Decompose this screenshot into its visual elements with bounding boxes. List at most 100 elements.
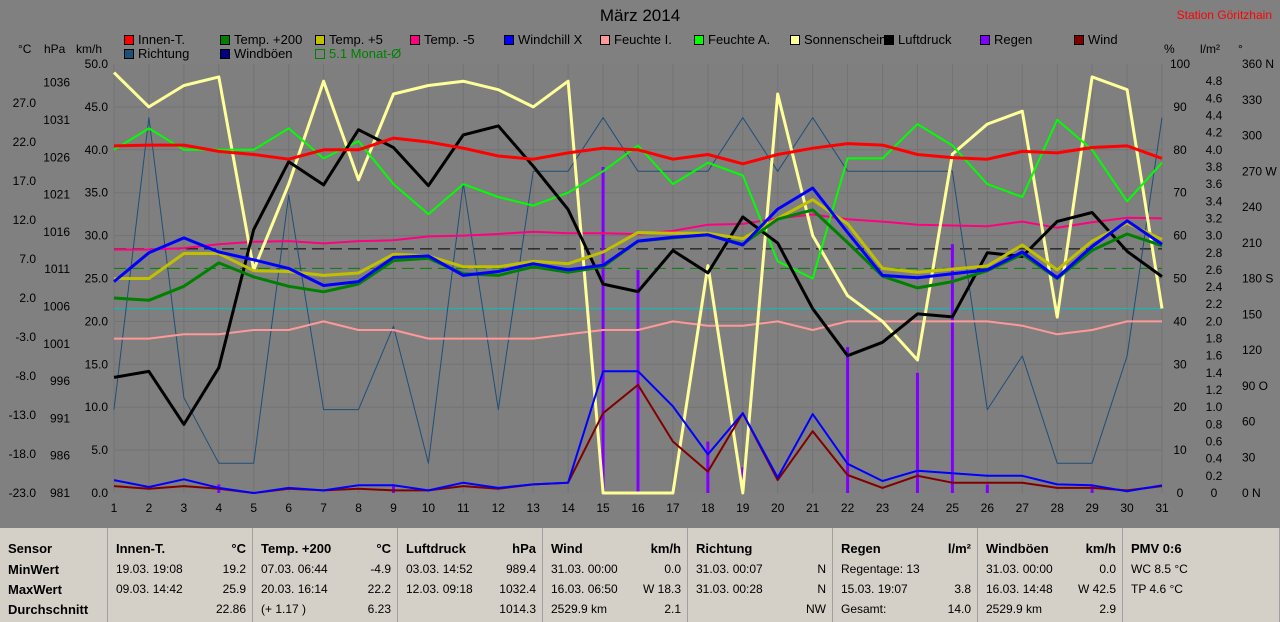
rain-tick-label: 4.6 [1206, 91, 1223, 105]
pressure-tick-label: 1021 [43, 188, 70, 202]
x-tick-label: 20 [771, 501, 785, 515]
stats-cell: 6.23 [367, 602, 391, 616]
legend-label: Regen [994, 32, 1033, 47]
legend-item: Innen-T. [124, 32, 185, 47]
legend-label: Feuchte A. [708, 32, 771, 47]
stats-column-header: Regen l/m² [841, 532, 971, 559]
legend-label: Temp. +5 [329, 32, 383, 47]
stats-cell: 22.2 [367, 582, 391, 596]
legend-item: Richtung [124, 46, 189, 61]
legend-item: Windchill X [504, 32, 582, 47]
stats-cell: 20.03. 16:14 [261, 582, 328, 596]
temp-tick-label: 17.0 [13, 174, 37, 188]
stats-cell: 14.0 [947, 602, 971, 616]
header-cell: Temp. +200 [261, 541, 332, 556]
stats-cell: 2529.9 km [551, 602, 608, 616]
stats-cell: W 42.5 [1077, 582, 1116, 596]
x-tick-label: 17 [666, 501, 680, 515]
series-line-richtung [113, 117, 1163, 464]
stats-row [1131, 599, 1273, 619]
wind-tick-label: 45.0 [85, 100, 109, 114]
x-tick-label: 2 [146, 501, 153, 515]
header-cell: km/h [1085, 541, 1116, 556]
stats-column: SensorMinWertMaxWertDurchschnitt31.03. [0, 528, 108, 622]
pct-tick-label: 90 [1173, 100, 1187, 114]
stats-cell: 22.86 [215, 602, 246, 616]
rain-tick-label: 3.6 [1206, 177, 1223, 191]
x-tick-label: 21 [806, 501, 820, 515]
stats-cell: 09.03. 14:42 [116, 582, 183, 596]
temp-tick-label: -13.0 [9, 408, 37, 422]
stats-row: 19.03. 19:08 19.2 [116, 559, 246, 579]
stats-row: 31.03. 00:00 0.0 [551, 559, 681, 579]
x-tick-label: 7 [320, 501, 327, 515]
wind-tick-label: 50.0 [85, 57, 109, 71]
stats-row: 03.03. 14:52 989.4 [406, 559, 536, 579]
stats-column: Windböen km/h 31.03. 00:00 0.0 16.03. 14:48 W… [978, 528, 1123, 622]
stats-column-header: Sensor [8, 532, 101, 559]
legend-item: Temp. -5 [410, 32, 475, 47]
wind-tick-label: 10.0 [85, 400, 109, 414]
pct-tick-label: 60 [1173, 229, 1187, 243]
legend-label: Innen-T. [138, 32, 185, 47]
legend-swatch [220, 48, 230, 59]
dir-tick-label: 210 [1242, 236, 1262, 250]
rain-tick-label: 0.8 [1206, 417, 1223, 431]
legend-label: Wind [1088, 32, 1118, 47]
stats-cell: Durchschnitt [8, 601, 89, 617]
stats-row: Durchschnitt [8, 599, 101, 619]
legend-label: Feuchte I. [614, 32, 672, 47]
header-cell: l/m² [947, 541, 971, 556]
stats-row: 20.03. 16:14 22.2 [261, 579, 391, 599]
legend: Innen-T. Temp. +200 Temp. +5 Temp. -5 Windch… [0, 0, 1280, 62]
series-line-windb-en [113, 370, 1163, 494]
unit-pct: % [1164, 42, 1175, 56]
rain-bar [985, 484, 989, 493]
legend-swatch [790, 34, 800, 45]
x-tick-label: 18 [701, 501, 715, 515]
x-tick-label: 4 [215, 501, 222, 515]
chart-svg: 1 2 3 4 5 6 7 8 9 10 11 12 13 14 15 16 17 18 19 20 21 22 23 24 2… [9, 57, 1278, 515]
legend-item: 5.1 Monat-Ø [315, 46, 401, 61]
stats-column-header: PMV 0:6 [1131, 532, 1273, 559]
legend-swatch [694, 34, 704, 45]
rain-tick-label: 4.4 [1206, 108, 1223, 122]
rain-tick-label: 0.2 [1206, 469, 1223, 483]
stats-cell: 19.2 [222, 562, 246, 576]
unit-pressure: hPa [44, 42, 66, 56]
legend-item: Regen [980, 32, 1032, 47]
rain-bar [950, 244, 954, 493]
stats-cell: 1014.3 [499, 602, 536, 616]
x-tick-label: 30 [1120, 501, 1134, 515]
x-tick-label: 16 [631, 501, 645, 515]
rain-tick-label: 4.2 [1206, 126, 1223, 140]
legend-label: Windböen [234, 46, 293, 61]
stats-column-header: Richtung [696, 532, 826, 559]
header-cell: PMV 0:6 [1131, 541, 1182, 556]
x-tick-label: 29 [1085, 501, 1099, 515]
x-tick-label: 31 [1155, 501, 1169, 515]
series-line-feuchte-i [114, 320, 1162, 340]
stats-cell: 12.03. 09:18 [406, 582, 473, 596]
x-tick-label: 9 [390, 501, 397, 515]
wind-tick-label: 35.0 [85, 186, 109, 200]
rain-tick-label: 1.6 [1206, 349, 1223, 363]
stats-cell: 2529.9 km [986, 602, 1043, 616]
stats-row: 31.03. 00:07 N [696, 559, 826, 579]
rain-tick-label: 1.0 [1206, 400, 1223, 414]
dir-tick-label: 180 S [1242, 272, 1273, 286]
temp-tick-label: 22.0 [13, 135, 37, 149]
x-tick-label: 27 [1016, 501, 1030, 515]
rain-tick-label: 2.6 [1206, 263, 1223, 277]
stats-column-header: Wind km/h [551, 532, 681, 559]
dir-tick-label: 30 [1242, 450, 1256, 464]
pressure-tick-label: 1016 [43, 225, 70, 239]
chart-area: 1 2 3 4 5 6 7 8 9 10 11 12 13 14 15 16 17 18 19 20 21 22 23 24 2… [0, 0, 1280, 528]
stats-cell: 15.03. 19:07 [841, 582, 908, 596]
x-tick-label: 3 [181, 501, 188, 515]
dir-tick-label: 330 [1242, 93, 1262, 107]
legend-label: 5.1 Monat-Ø [329, 46, 402, 61]
stats-row: 07.03. 06:44 -4.9 [261, 559, 391, 579]
stats-row: 15.03. 19:07 3.8 [841, 579, 971, 599]
legend-swatch [124, 34, 134, 45]
